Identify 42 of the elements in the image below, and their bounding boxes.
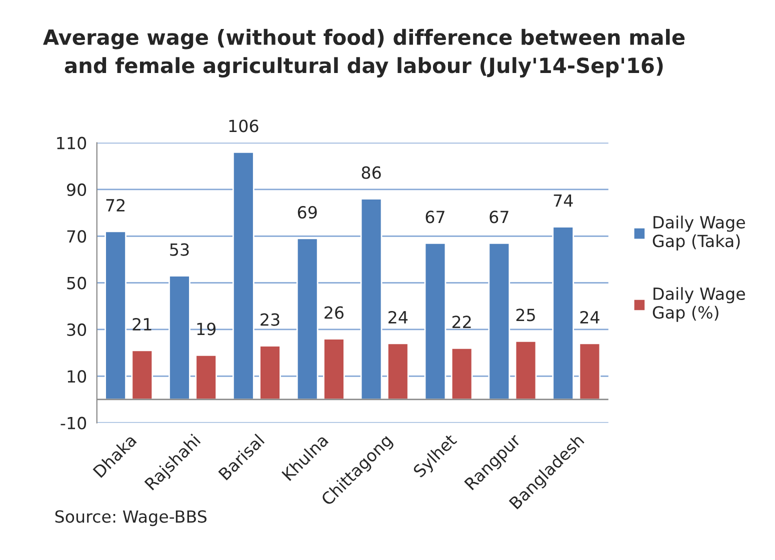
bar (104, 230, 126, 400)
data-label: 67 (426, 210, 444, 224)
y-tick-label: 10 (68, 370, 86, 383)
bar (232, 151, 254, 400)
bar (131, 350, 154, 400)
bar (296, 238, 318, 400)
data-label: 53 (170, 243, 189, 256)
bar (552, 226, 574, 400)
data-label: 67 (490, 210, 508, 224)
y-tick-label: -10 (60, 416, 86, 430)
bar (259, 345, 281, 400)
bar (578, 342, 601, 400)
legend-label: Daily Wage Gap (Taka) (652, 216, 745, 250)
data-label: 24 (388, 310, 408, 324)
bar (488, 242, 510, 400)
data-label: 26 (324, 306, 344, 319)
bar (450, 347, 473, 400)
y-tick-label: 30 (67, 323, 86, 336)
bar (323, 338, 345, 400)
data-label: 24 (580, 310, 600, 324)
bar (168, 275, 190, 400)
bar (195, 354, 218, 400)
y-tick-label: 50 (67, 276, 86, 290)
bar (386, 342, 409, 400)
data-label: 25 (516, 308, 535, 322)
y-tick-label: 90 (66, 183, 86, 196)
data-label: 21 (132, 318, 152, 330)
bar (360, 198, 382, 400)
data-label: 69 (298, 206, 317, 219)
data-label: 23 (260, 313, 280, 326)
bar (514, 340, 537, 400)
data-label: 86 (362, 166, 381, 179)
y-tick-label: 110 (57, 136, 86, 150)
chart-title: Average wage (without food) difference between male and female agricultural day labour (July'14-Sep'16) (43, 28, 685, 78)
data-label: 106 (229, 120, 258, 132)
data-label: 72 (106, 198, 124, 212)
source-note: Source: Wage-BBS (55, 510, 206, 526)
legend-label: Daily Wage Gap (%) (652, 287, 745, 322)
bar (424, 242, 446, 400)
data-label: 22 (452, 316, 471, 328)
data-label: 74 (554, 194, 573, 207)
y-tick-label: 70 (67, 230, 86, 243)
